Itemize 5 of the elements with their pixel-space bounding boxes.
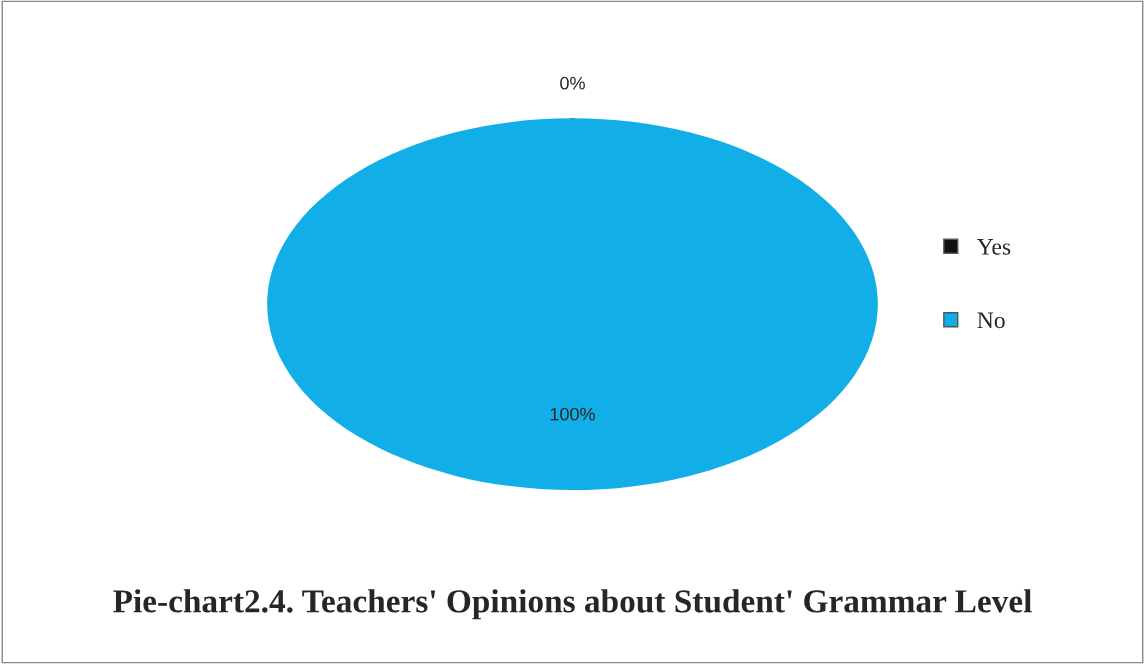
data-label: 100% [550,407,595,421]
legend-label: No [977,312,1005,329]
text: Pie-chart2.4. Teachers' Opinions about Student' Grammar Level [113,589,1032,620]
legend-label: Yes [977,239,1011,255]
text: 0% [560,76,585,90]
